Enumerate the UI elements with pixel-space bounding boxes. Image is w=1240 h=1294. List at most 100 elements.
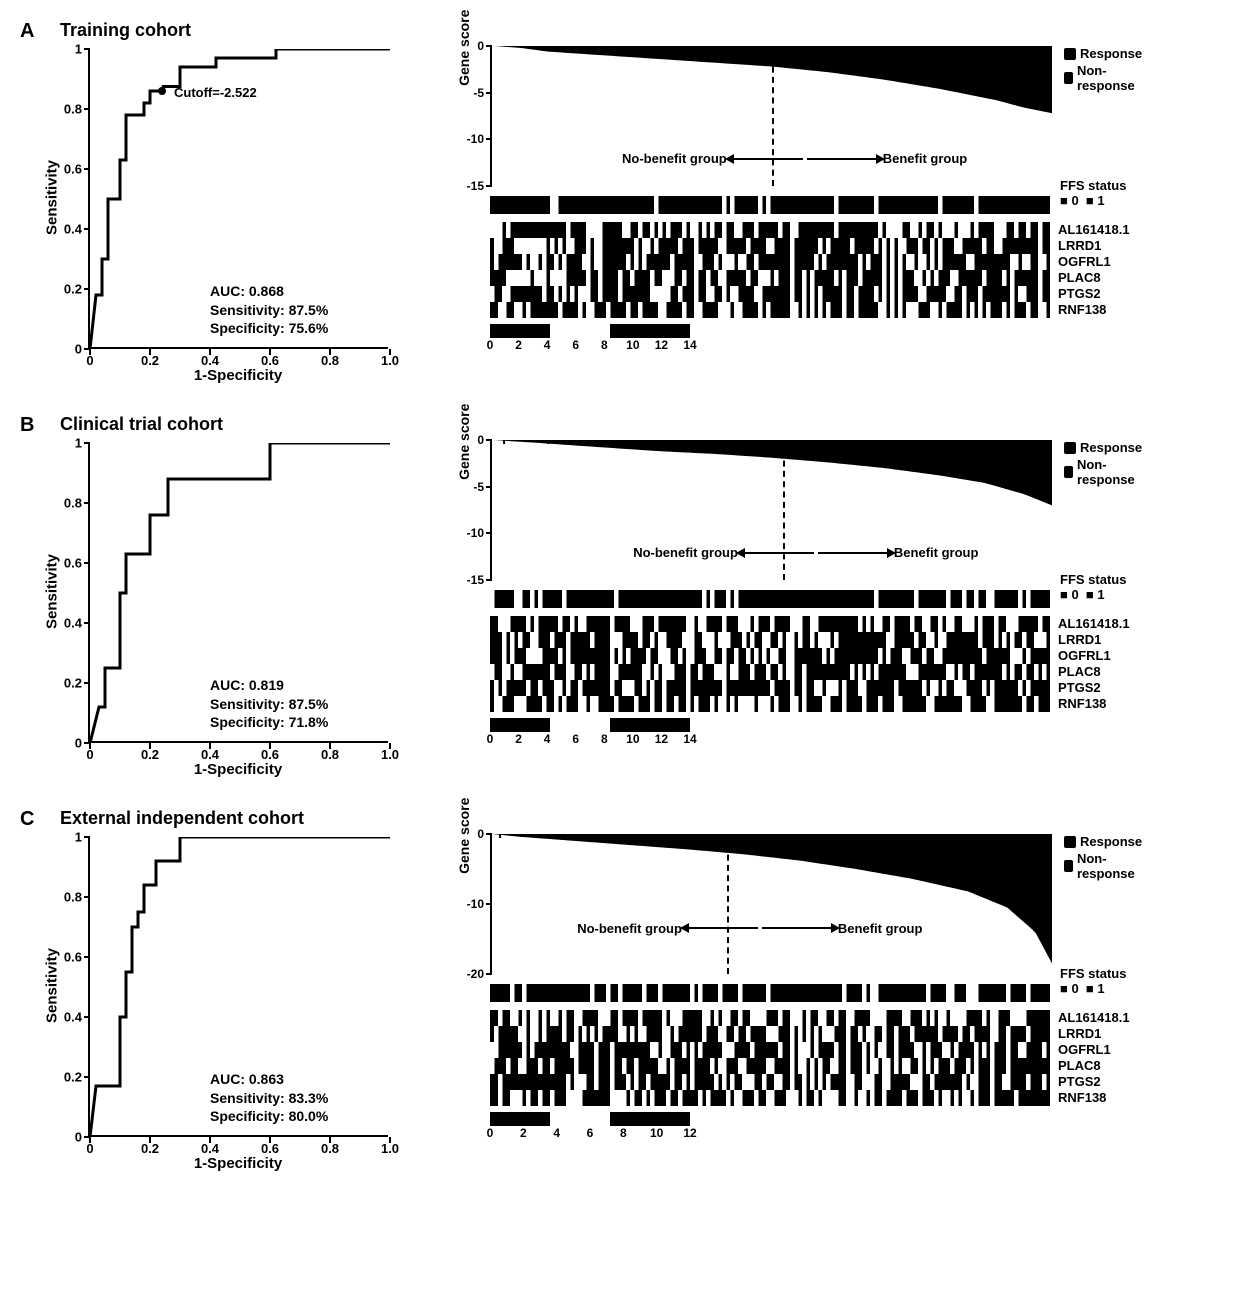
- gene-label: RNF138: [1058, 302, 1106, 317]
- heatmap-row: OGFRL1: [490, 1042, 1050, 1058]
- roc-ytick: 0.6: [64, 950, 82, 965]
- heatmap-row: LRRD1: [490, 1026, 1050, 1042]
- group-arrows: No-benefit groupBenefit group: [622, 151, 967, 166]
- roc-ytick: 1: [75, 830, 82, 845]
- roc-xtick: 0.4: [201, 353, 219, 368]
- spec-text: Specificity: 80.0%: [210, 1107, 328, 1125]
- sens-text: Sensitivity: 83.3%: [210, 1089, 328, 1107]
- benefit-label: Benefit group: [838, 921, 923, 936]
- roc-plot: 00.20.40.60.8100.20.40.60.81.0Sensitivit…: [88, 443, 388, 743]
- roc-ytick: 0: [75, 736, 82, 751]
- no-benefit-label: No-benefit group: [622, 151, 727, 166]
- legend-item: Non-response: [1064, 63, 1142, 93]
- colorbar-tick: 12: [655, 732, 668, 746]
- heatmap-row: PLAC8: [490, 664, 1050, 680]
- gene-score-plot: 0-5-10-15Gene scoreNo-benefit groupBenef…: [490, 46, 1050, 186]
- heatmap: AL161418.1LRRD1OGFRL1PLAC8PTGS2RNF138: [490, 1010, 1050, 1106]
- roc-ytick: 0: [75, 1130, 82, 1145]
- response-legend: ResponseNon-response: [1064, 440, 1142, 489]
- roc-xtick: 0.4: [201, 1141, 219, 1156]
- colorbar-tick: 8: [620, 1126, 627, 1140]
- roc-ylabel: Sensitivity: [44, 936, 61, 1036]
- gs-ytick: 0: [477, 39, 484, 53]
- panel-label: C: [20, 808, 60, 831]
- colorbar-tick: 0: [487, 338, 494, 352]
- colorbar-ticks: 02468101214: [490, 338, 690, 354]
- no-benefit-label: No-benefit group: [577, 921, 682, 936]
- colorbar-tick: 4: [544, 338, 551, 352]
- gene-score-ylabel: Gene score: [456, 798, 472, 874]
- roc-ylabel: Sensitivity: [44, 148, 61, 248]
- heatmap-row: RNF138: [490, 302, 1050, 318]
- roc-block: Clinical trial cohort00.20.40.60.8100.20…: [60, 414, 400, 778]
- colorbar-tick: 6: [572, 338, 579, 352]
- heatmap-row: OGFRL1: [490, 254, 1050, 270]
- colorbar-tick: 10: [626, 338, 639, 352]
- colorbar-ticks: 024681012: [490, 1126, 690, 1142]
- legend-swatch-icon: [1064, 860, 1073, 872]
- roc-ytick: 0.8: [64, 890, 82, 905]
- roc-xtick: 0.6: [261, 353, 279, 368]
- colorbar-tick: 0: [487, 1126, 494, 1140]
- gene-label: RNF138: [1058, 1090, 1106, 1105]
- colorbar-tick: 14: [683, 732, 696, 746]
- gene-label: PTGS2: [1058, 1074, 1101, 1089]
- roc-xtick: 0.8: [321, 353, 339, 368]
- legend-swatch-icon: [1064, 442, 1076, 454]
- roc-xtick: 1.0: [381, 353, 399, 368]
- roc-metrics: AUC: 0.868Sensitivity: 87.5%Specificity:…: [210, 282, 328, 337]
- heatmap-row: PTGS2: [490, 1074, 1050, 1090]
- heatmap-row: AL161418.1: [490, 222, 1050, 238]
- gene-label: AL161418.1: [1058, 222, 1130, 237]
- legend-item: Non-response: [1064, 457, 1142, 487]
- gene-label: OGFRL1: [1058, 254, 1111, 269]
- roc-xtick: 0: [86, 1141, 93, 1156]
- heatmap-row: LRRD1: [490, 632, 1050, 648]
- gs-ytick: -10: [467, 897, 484, 911]
- group-arrows: No-benefit group Benefit group: [577, 921, 922, 936]
- heatmap-row: LRRD1: [490, 238, 1050, 254]
- colorbar-tick: 2: [515, 338, 522, 352]
- roc-xtick: 0.6: [261, 1141, 279, 1156]
- panel-B: BClinical trial cohort00.20.40.60.8100.2…: [20, 414, 1220, 778]
- colorbar: [490, 718, 690, 732]
- gene-label: LRRD1: [1058, 238, 1101, 253]
- roc-xtick: 0.2: [141, 747, 159, 762]
- roc-ytick: 0.2: [64, 676, 82, 691]
- colorbar-tick: 4: [553, 1126, 560, 1140]
- colorbar-tick: 4: [544, 732, 551, 746]
- gene-label: AL161418.1: [1058, 1010, 1130, 1025]
- gene-score-plot: 0-10-20Gene scoreNo-benefit groupBenefit…: [490, 834, 1050, 974]
- colorbar-tick: 0: [487, 732, 494, 746]
- panel-title: Training cohort: [60, 20, 400, 41]
- colorbar: [490, 1112, 690, 1126]
- roc-metrics: AUC: 0.863Sensitivity: 83.3%Specificity:…: [210, 1070, 328, 1125]
- roc-ytick: 0.8: [64, 102, 82, 117]
- roc-ytick: 0.2: [64, 1070, 82, 1085]
- roc-xlabel: 1-Specificity: [88, 761, 388, 778]
- gene-label: PLAC8: [1058, 1058, 1101, 1073]
- gene-label: OGFRL1: [1058, 1042, 1111, 1057]
- colorbar-tick: 6: [572, 732, 579, 746]
- colorbar-tick: 8: [601, 732, 608, 746]
- legend-swatch-icon: [1064, 72, 1073, 84]
- heatmap: AL161418.1LRRD1OGFRL1PLAC8PTGS2RNF138: [490, 222, 1050, 318]
- gene-label: PTGS2: [1058, 286, 1101, 301]
- gene-score-plot: 0-5-10-15Gene scoreNo-benefit groupBenef…: [490, 440, 1050, 580]
- roc-ytick: 0.6: [64, 556, 82, 571]
- roc-xtick: 1.0: [381, 747, 399, 762]
- legend-item: Response: [1064, 46, 1142, 61]
- gene-label: PLAC8: [1058, 664, 1101, 679]
- response-legend: ResponseNon-response: [1064, 834, 1142, 883]
- roc-ytick: 0.4: [64, 222, 82, 237]
- gene-label: PTGS2: [1058, 680, 1101, 695]
- ffs-legend: FFS status■ 0 ■ 1: [1060, 178, 1126, 208]
- gene-score-ylabel: Gene score: [456, 10, 472, 86]
- right-block: 0-5-10-15Gene scoreNo-benefit groupBenef…: [460, 20, 1200, 354]
- roc-metrics: AUC: 0.819Sensitivity: 87.5%Specificity:…: [210, 676, 328, 731]
- gs-ytick: -5: [473, 86, 484, 100]
- roc-xtick: 0.2: [141, 353, 159, 368]
- panel-label: B: [20, 414, 60, 437]
- gs-ytick: -20: [467, 967, 484, 981]
- legend-swatch-icon: [1064, 48, 1076, 60]
